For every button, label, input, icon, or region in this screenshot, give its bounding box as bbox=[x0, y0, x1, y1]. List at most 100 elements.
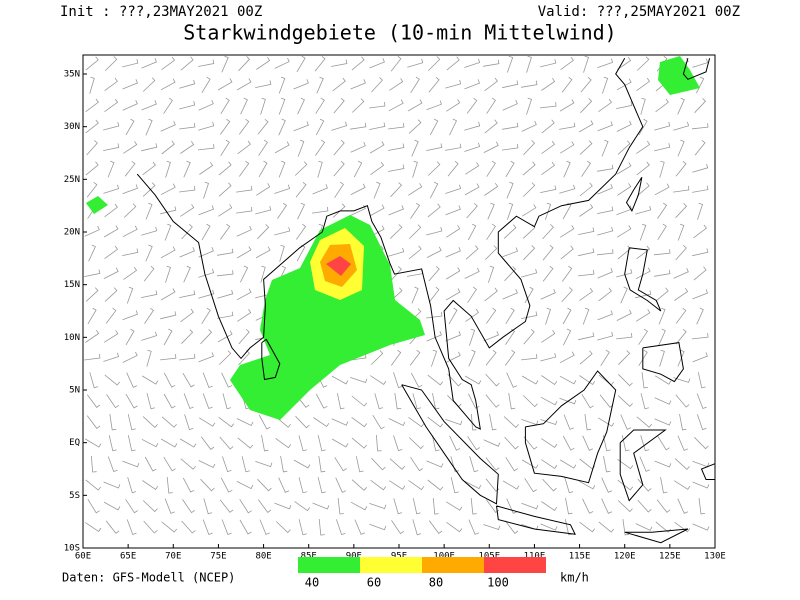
wind-barb bbox=[579, 350, 593, 365]
wind-barb bbox=[198, 417, 216, 427]
wind-barb bbox=[274, 502, 292, 510]
wind-barb bbox=[542, 224, 554, 240]
wind-barb bbox=[237, 308, 252, 322]
wind-barb bbox=[408, 119, 422, 134]
wind-barb bbox=[142, 416, 158, 428]
wind-barb bbox=[104, 374, 121, 386]
wind-barb bbox=[485, 394, 500, 408]
wind-barb bbox=[559, 459, 577, 469]
wind-barb bbox=[446, 521, 463, 533]
wind-barb bbox=[160, 206, 177, 215]
wind-barb bbox=[467, 286, 477, 303]
wind-barb bbox=[408, 183, 423, 196]
wind-barb bbox=[218, 416, 235, 428]
wind-barb bbox=[616, 309, 632, 321]
wind-barb bbox=[318, 518, 325, 536]
wind-barb bbox=[122, 351, 138, 363]
wind-barb bbox=[332, 77, 346, 92]
wind-barb bbox=[85, 119, 99, 134]
wind-barb bbox=[370, 375, 387, 385]
wind-barb bbox=[578, 480, 596, 490]
wind-barb bbox=[427, 203, 441, 218]
lon-label: 120E bbox=[614, 552, 636, 562]
wind-barb bbox=[540, 396, 558, 406]
coastline bbox=[261, 338, 281, 381]
wind-barb bbox=[85, 56, 99, 71]
wind-barb bbox=[407, 58, 424, 68]
wind-barb bbox=[470, 497, 477, 515]
wind-barb bbox=[160, 183, 176, 196]
wind-barb bbox=[260, 265, 266, 283]
wind-barb bbox=[521, 354, 538, 361]
wind-barb bbox=[202, 393, 213, 410]
wind-barb bbox=[597, 206, 614, 214]
wind-barb bbox=[621, 435, 630, 452]
wind-barb bbox=[393, 498, 403, 515]
wind-barb bbox=[523, 328, 535, 345]
wind-barb bbox=[502, 247, 519, 258]
lon-label: 110E bbox=[524, 552, 546, 562]
wind-barb bbox=[559, 351, 575, 364]
wind-barb bbox=[144, 307, 155, 324]
lon-label: 65E bbox=[120, 552, 136, 562]
lon-label: 125E bbox=[659, 552, 681, 562]
wind-barb bbox=[179, 247, 195, 258]
wind-barb bbox=[408, 480, 425, 491]
wind-barb bbox=[390, 182, 403, 198]
wind-barb bbox=[127, 414, 136, 431]
wind-barb bbox=[297, 202, 306, 220]
wind-barb bbox=[429, 181, 439, 199]
wind-barb bbox=[654, 121, 671, 131]
lon-label: 75E bbox=[210, 552, 226, 562]
wind-barb bbox=[389, 480, 406, 490]
lon-label: 115E bbox=[569, 552, 591, 562]
wind-barb bbox=[277, 202, 288, 219]
wind-barb bbox=[373, 181, 381, 199]
wind-barb bbox=[122, 99, 138, 111]
wind-barb bbox=[103, 225, 119, 238]
wind-barb bbox=[559, 397, 577, 405]
wind-barb bbox=[561, 265, 573, 282]
wind-barb bbox=[331, 121, 348, 131]
lat-label: 15N bbox=[64, 280, 80, 290]
wind-barb bbox=[332, 203, 346, 218]
wind-barb bbox=[691, 123, 709, 130]
wind-barb bbox=[336, 519, 346, 536]
wind-barb bbox=[489, 414, 497, 431]
wind-barb bbox=[540, 523, 558, 531]
wind-barb bbox=[636, 416, 653, 428]
wind-barb bbox=[638, 349, 648, 367]
wind-barb bbox=[698, 498, 706, 515]
wind-barb bbox=[388, 122, 405, 130]
wind-barb bbox=[222, 456, 232, 473]
wind-barb bbox=[258, 139, 268, 156]
wind-barb bbox=[581, 160, 592, 177]
wind-barb bbox=[161, 56, 176, 71]
wind-barb bbox=[563, 160, 571, 178]
wind-barb bbox=[388, 418, 406, 427]
wind-barb bbox=[504, 349, 516, 366]
wind-barb bbox=[521, 268, 538, 278]
wind-barb bbox=[350, 122, 367, 130]
wind-barb bbox=[673, 377, 691, 383]
wind-barb bbox=[122, 79, 138, 90]
wind-barb bbox=[677, 139, 685, 157]
coastline bbox=[624, 247, 662, 312]
wind-barb bbox=[109, 414, 117, 431]
wind-barb bbox=[238, 118, 250, 135]
wind-barb bbox=[504, 266, 517, 282]
wind-barb bbox=[218, 161, 232, 176]
wind-barb bbox=[563, 414, 574, 430]
wind-barb bbox=[654, 460, 672, 468]
wind-barb bbox=[143, 520, 158, 534]
wind-barb bbox=[314, 55, 326, 72]
wind-barb bbox=[426, 311, 443, 319]
wind-barb bbox=[350, 183, 366, 195]
wind-barb bbox=[559, 122, 576, 130]
wind-barb bbox=[654, 418, 672, 426]
wind-barb bbox=[578, 332, 595, 341]
wind-barb bbox=[370, 161, 385, 176]
wind-area-40 bbox=[230, 215, 425, 420]
wind-barb bbox=[85, 287, 99, 302]
wind-barb bbox=[675, 328, 687, 345]
